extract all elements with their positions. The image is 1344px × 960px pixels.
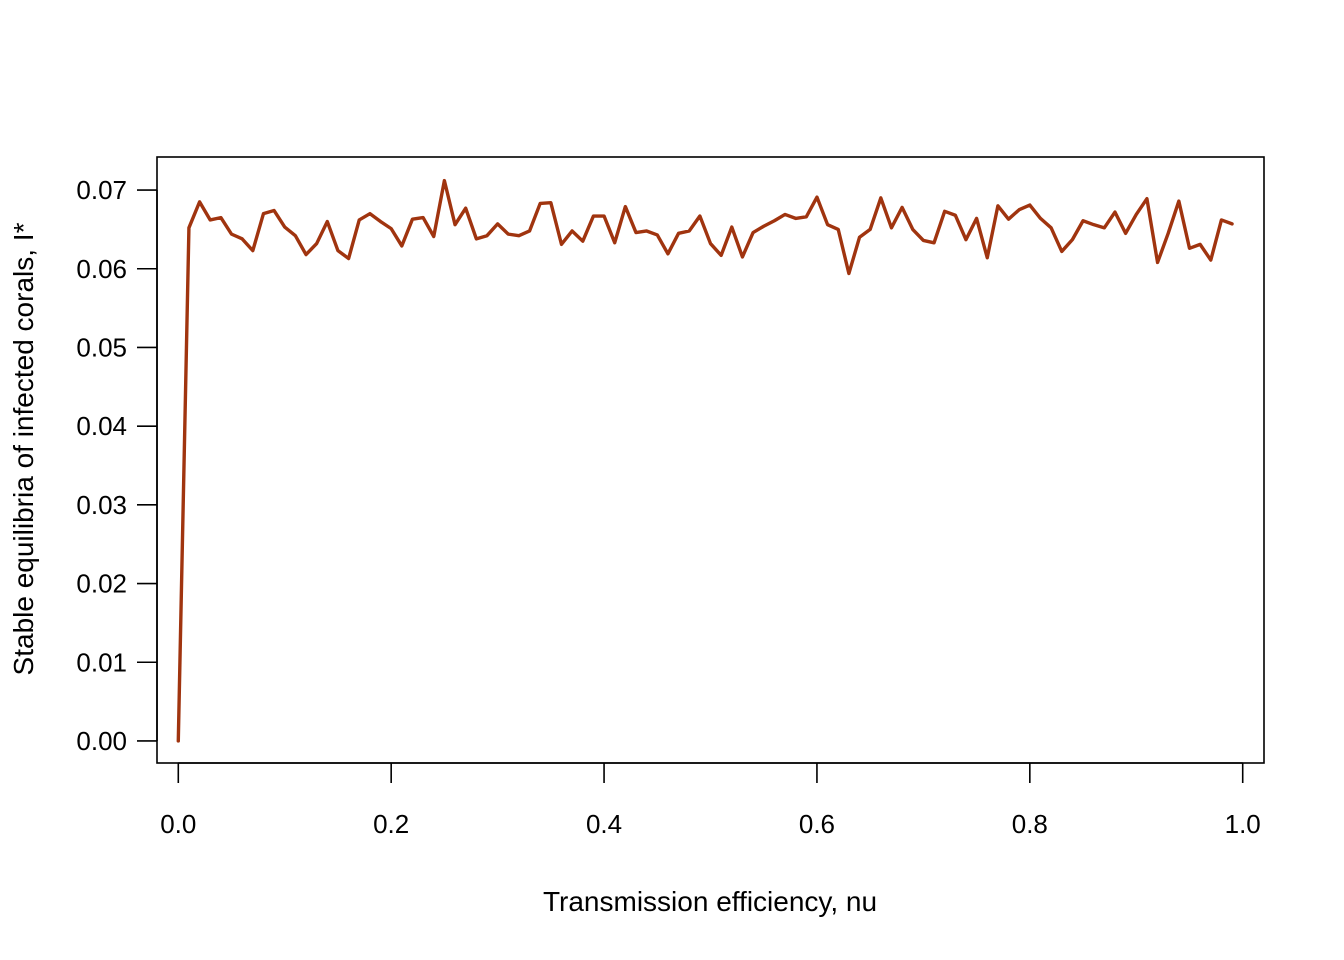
y-tick-label: 0.02 xyxy=(76,569,127,599)
y-axis: 0.00 0.01 0.02 0.03 0.04 0.05 0.06 0.07 xyxy=(76,175,158,756)
x-axis: 0.0 0.2 0.4 0.6 0.8 1.0 xyxy=(160,762,1261,839)
plot-frame xyxy=(156,156,1265,764)
series-line xyxy=(176,178,1234,743)
y-tick-label: 0.03 xyxy=(76,490,127,520)
x-tick-label: 0.0 xyxy=(160,809,196,839)
y-axis-title: Stable equilibria of infected corals, I* xyxy=(8,222,39,675)
y-tick-label: 0.05 xyxy=(76,332,127,362)
x-axis-title: Transmission efficiency, nu xyxy=(543,886,877,917)
x-tick-label: 1.0 xyxy=(1225,809,1261,839)
x-tick-label: 0.6 xyxy=(799,809,835,839)
x-tick-label: 0.8 xyxy=(1012,809,1048,839)
y-tick-label: 0.00 xyxy=(76,726,127,756)
x-tick-label: 0.4 xyxy=(586,809,622,839)
y-tick-label: 0.01 xyxy=(76,647,127,677)
y-tick-label: 0.04 xyxy=(76,411,127,441)
y-tick-label: 0.06 xyxy=(76,254,127,284)
x-tick-label: 0.2 xyxy=(373,809,409,839)
y-tick-label: 0.07 xyxy=(76,175,127,205)
